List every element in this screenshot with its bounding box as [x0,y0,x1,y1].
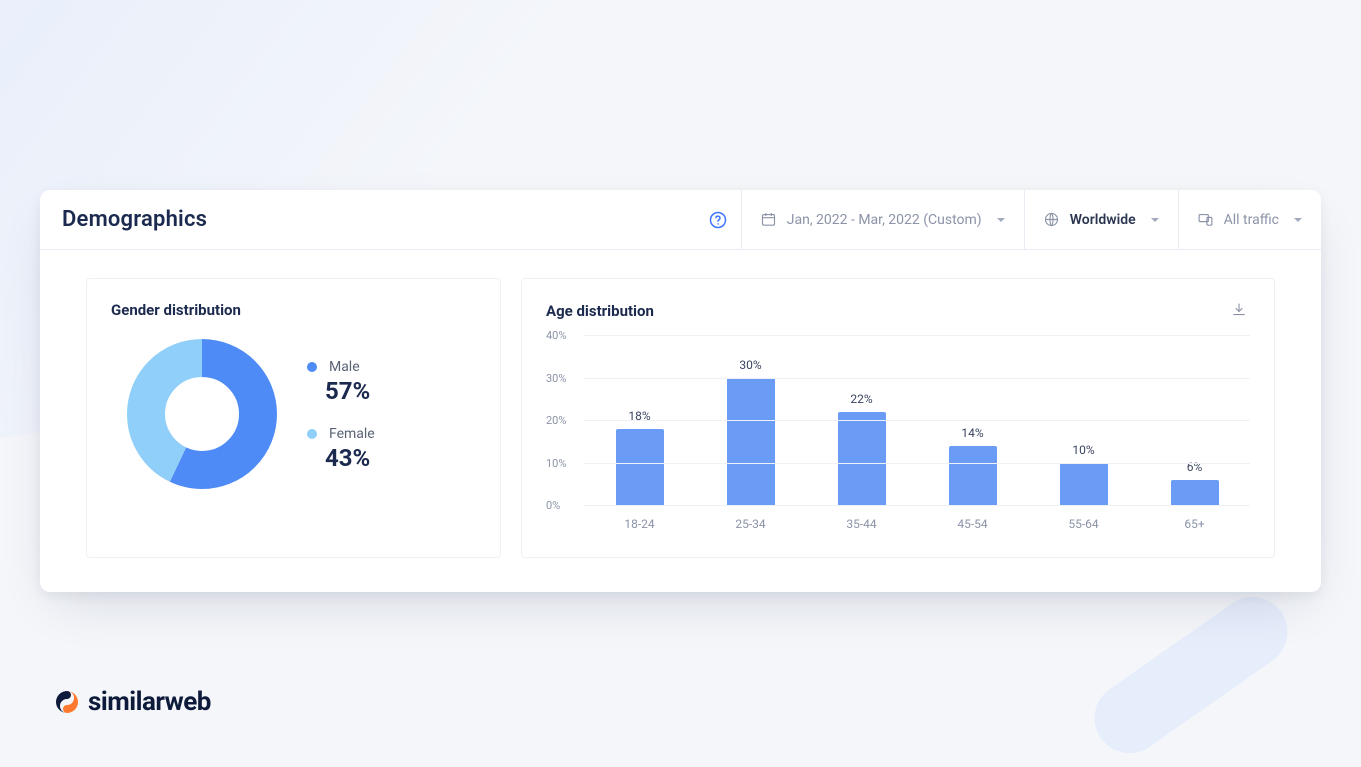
legend-label-male: Male [329,359,360,375]
traffic-label: All traffic [1224,212,1279,228]
legend-male: Male 57% [307,356,375,405]
bar [949,446,997,506]
download-button[interactable] [1230,301,1250,321]
legend-value-female: 43% [325,444,375,472]
bar [616,429,664,506]
bar-value-label: 14% [961,426,983,440]
legend-dot-female [307,429,317,439]
logo-text: similarweb [88,687,211,717]
bar-column: 10%55-64 [1028,443,1139,506]
chevron-down-icon [1150,215,1160,225]
gridline [584,378,1250,379]
calendar-icon [760,211,777,228]
bar [838,412,886,506]
help-button[interactable] [695,210,741,230]
region-filter[interactable]: Worldwide [1024,190,1178,249]
page-title: Demographics [62,207,207,232]
logo-mark [54,689,80,715]
y-axis-tick-label: 20% [546,414,566,427]
x-axis-category-label: 55-64 [1068,517,1098,531]
globe-icon [1043,211,1060,228]
bar-column: 18%18-24 [584,409,695,506]
region-label: Worldwide [1070,212,1136,228]
age-panel-header: Age distribution [522,279,1274,321]
card-header: Demographics Jan, 2022 - Mar, 2022 (Cust… [40,190,1321,250]
x-axis-category-label: 18-24 [624,517,654,531]
title-wrap: Demographics [40,207,695,232]
x-axis-category-label: 25-34 [735,517,765,531]
help-icon [708,210,728,230]
date-range-filter[interactable]: Jan, 2022 - Mar, 2022 (Custom) [741,190,1024,249]
bar-value-label: 22% [850,392,872,406]
gridline [584,505,1250,506]
demographics-card: Demographics Jan, 2022 - Mar, 2022 (Cust… [40,190,1321,592]
legend-label-female: Female [329,426,375,442]
legend-value-male: 57% [325,377,375,405]
y-axis-tick-label: 10% [546,457,566,470]
age-bar-chart: 18%18-2430%25-3422%35-4414%45-5410%55-64… [546,335,1250,535]
gender-donut-chart [127,339,277,489]
background-pill [1081,583,1301,767]
gridline [584,335,1250,336]
date-range-label: Jan, 2022 - Mar, 2022 (Custom) [787,212,982,228]
gender-legend: Male 57% Female 43% [307,356,375,472]
bar-column: 6%65+ [1139,460,1250,506]
gridline [584,463,1250,464]
chevron-down-icon [996,215,1006,225]
legend-dot-male [307,362,317,372]
traffic-filter[interactable]: All traffic [1178,190,1321,249]
logo-mark-svg [54,689,80,715]
download-icon [1230,301,1248,319]
card-body: Gender distribution Male 57% Female 43 [40,250,1321,592]
bar [1171,480,1219,506]
age-distribution-panel: Age distribution 18%18-2430%25-3422%35-4… [521,278,1275,558]
bar [1060,463,1108,506]
legend-female: Female 43% [307,423,375,472]
bar-column: 30%25-34 [695,358,806,506]
bar-column: 22%35-44 [806,392,917,506]
gender-panel-body: Male 57% Female 43% [87,329,500,489]
bar-column: 14%45-54 [917,426,1028,506]
x-axis-category-label: 45-54 [957,517,987,531]
x-axis-category-label: 35-44 [846,517,876,531]
chevron-down-icon [1293,215,1303,225]
y-axis-tick-label: 30% [546,372,566,385]
donut-svg [127,339,277,489]
gender-distribution-panel: Gender distribution Male 57% Female 43 [86,278,501,558]
bar-value-label: 10% [1072,443,1094,457]
y-axis-tick-label: 0% [546,499,560,512]
x-axis-category-label: 65+ [1184,517,1204,531]
y-axis-tick-label: 40% [546,329,566,342]
gender-panel-title: Gender distribution [87,279,500,329]
gridline [584,420,1250,421]
bar [727,378,775,506]
devices-icon [1197,211,1214,228]
age-panel-title: Age distribution [546,302,654,320]
bar-value-label: 30% [739,358,761,372]
similarweb-logo: similarweb [54,687,211,717]
